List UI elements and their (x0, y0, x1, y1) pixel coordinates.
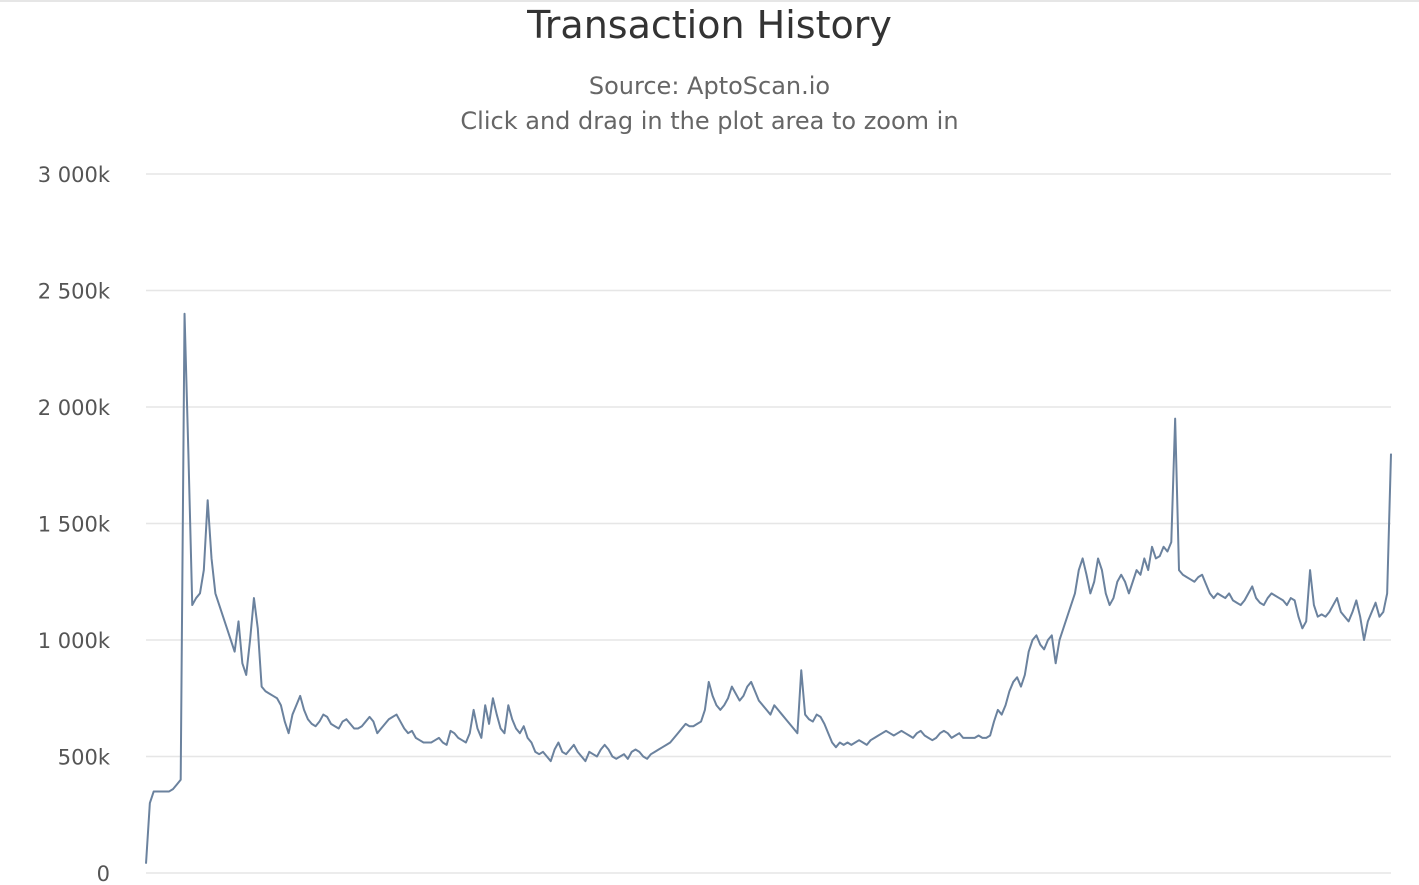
y-tick-label: 0 (97, 862, 110, 885)
chart-title: Transaction History (527, 3, 892, 47)
y-tick-label: 1 000k (38, 629, 111, 653)
chart-top-border (0, 0, 1419, 2)
y-tick-label: 2 000k (38, 396, 111, 420)
y-tick-label: 3 000k (38, 163, 111, 187)
chart-subtitle-source: Source: AptoScan.io (588, 72, 831, 100)
series-layer (145, 312, 1392, 864)
series-line[interactable] (145, 312, 1392, 864)
y-tick-label: 1 500k (38, 513, 111, 537)
gridlines (146, 173, 1391, 874)
y-tick-label: 500k (58, 746, 111, 770)
chart-subtitle-zoom-hint: Click and drag in the plot area to zoom … (460, 107, 959, 135)
y-axis: 0 500k 1 000k 1 500k 2 000k 2 500k 3 000k (38, 163, 111, 885)
y-tick-label: 2 500k (38, 280, 111, 304)
